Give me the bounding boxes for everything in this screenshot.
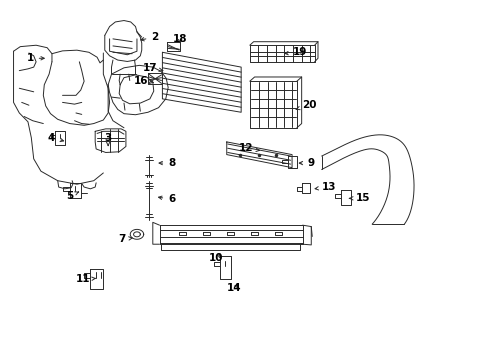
Text: 2: 2 — [141, 32, 159, 42]
Text: 10: 10 — [209, 253, 223, 263]
Text: 1: 1 — [26, 53, 44, 63]
Text: 4: 4 — [48, 133, 64, 143]
Text: 12: 12 — [239, 143, 260, 153]
Text: 19: 19 — [285, 47, 307, 57]
Text: 14: 14 — [227, 283, 242, 293]
Text: 17: 17 — [143, 63, 163, 73]
Text: 6: 6 — [159, 194, 175, 204]
Text: 15: 15 — [349, 193, 370, 203]
Text: 18: 18 — [173, 34, 187, 44]
Text: 13: 13 — [315, 182, 336, 192]
Text: 20: 20 — [296, 100, 316, 110]
Text: 11: 11 — [76, 274, 96, 284]
Text: 3: 3 — [104, 133, 112, 146]
Text: 16: 16 — [133, 76, 153, 86]
Text: 8: 8 — [159, 158, 175, 168]
Text: 5: 5 — [66, 191, 78, 201]
Text: 9: 9 — [299, 158, 315, 168]
Text: 7: 7 — [119, 234, 132, 244]
